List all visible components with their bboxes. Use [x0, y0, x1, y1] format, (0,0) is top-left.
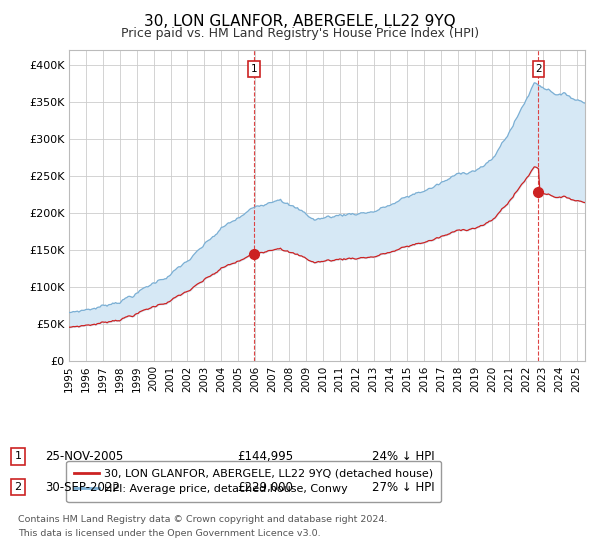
Text: 25-NOV-2005: 25-NOV-2005	[45, 450, 123, 463]
Text: £144,995: £144,995	[237, 450, 293, 463]
Text: 30-SEP-2022: 30-SEP-2022	[45, 480, 120, 494]
Text: 2: 2	[14, 482, 22, 492]
Text: 1: 1	[250, 64, 257, 74]
Text: 2: 2	[535, 64, 542, 74]
Text: Contains HM Land Registry data © Crown copyright and database right 2024.: Contains HM Land Registry data © Crown c…	[18, 515, 388, 524]
Text: 24% ↓ HPI: 24% ↓ HPI	[372, 450, 434, 463]
Text: £229,000: £229,000	[237, 480, 293, 494]
Text: This data is licensed under the Open Government Licence v3.0.: This data is licensed under the Open Gov…	[18, 529, 320, 538]
Text: 30, LON GLANFOR, ABERGELE, LL22 9YQ: 30, LON GLANFOR, ABERGELE, LL22 9YQ	[144, 14, 456, 29]
Text: 27% ↓ HPI: 27% ↓ HPI	[372, 480, 434, 494]
Text: Price paid vs. HM Land Registry's House Price Index (HPI): Price paid vs. HM Land Registry's House …	[121, 27, 479, 40]
Legend: 30, LON GLANFOR, ABERGELE, LL22 9YQ (detached house), HPI: Average price, detach: 30, LON GLANFOR, ABERGELE, LL22 9YQ (det…	[67, 461, 441, 502]
Text: 1: 1	[14, 451, 22, 461]
